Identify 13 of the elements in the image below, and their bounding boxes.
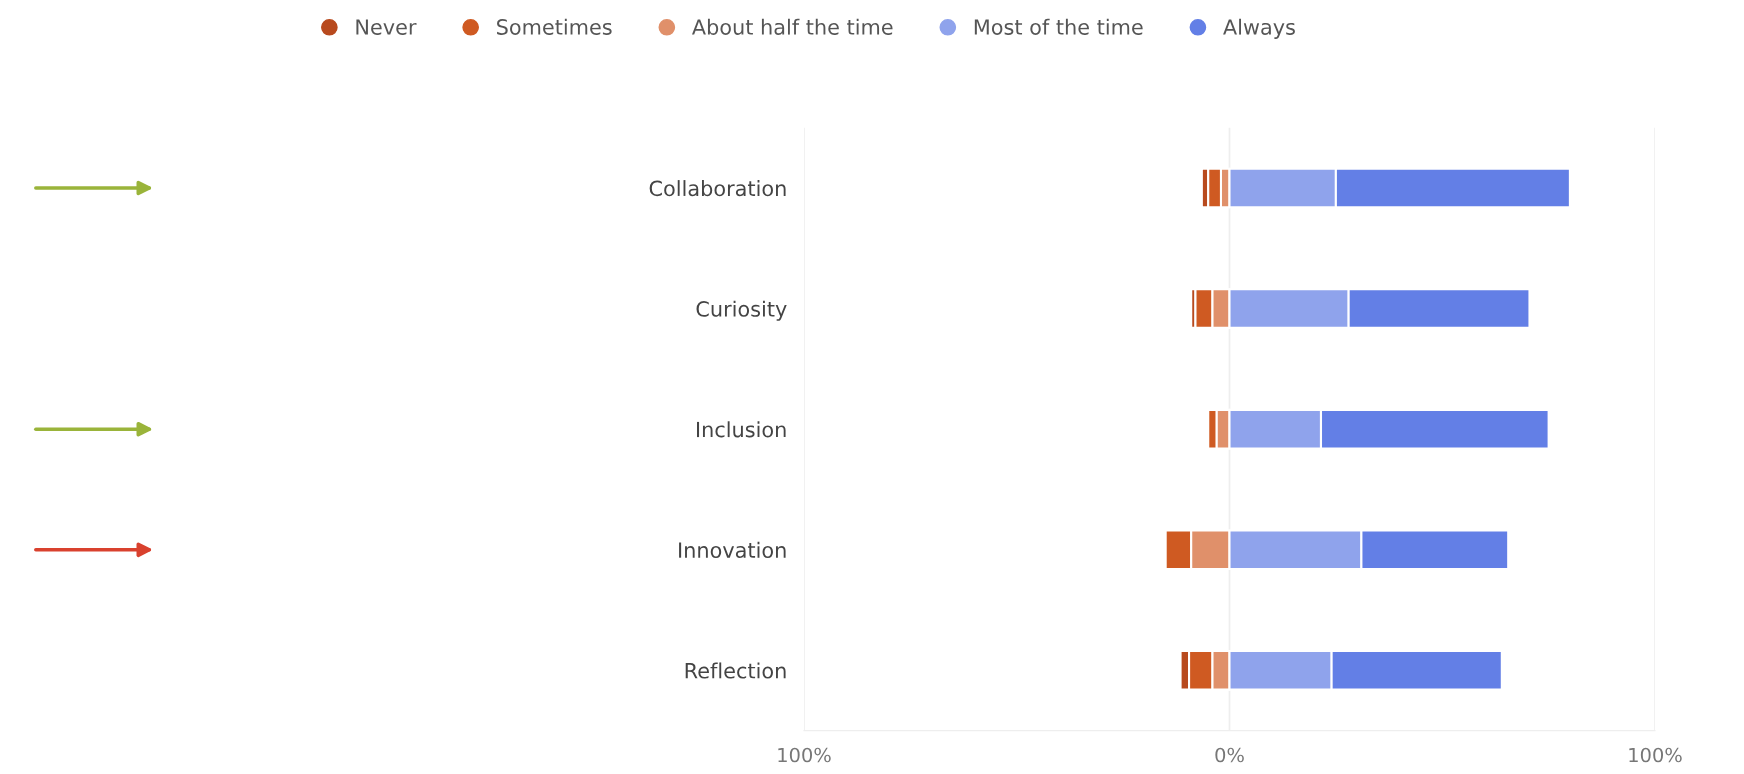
legend-label: About half the time	[691, 18, 893, 35]
y-tick-label: Reflection	[685, 662, 786, 679]
x-tick-label: 100%	[1629, 747, 1682, 763]
legend-label: Always	[1223, 18, 1295, 39]
x-tick-label: 0%	[1215, 747, 1244, 763]
legend-label: Never	[356, 19, 417, 35]
y-tick-label: Curiosity	[696, 300, 787, 321]
x-tick-label: 100%	[778, 747, 831, 763]
legend-label: Most of the time	[974, 18, 1143, 35]
legend-label: Sometimes	[497, 18, 612, 35]
y-tick-label: Innovation	[679, 541, 786, 558]
y-tick-label: Collaboration	[649, 180, 786, 197]
y-tick-label: Inclusion	[696, 421, 786, 438]
